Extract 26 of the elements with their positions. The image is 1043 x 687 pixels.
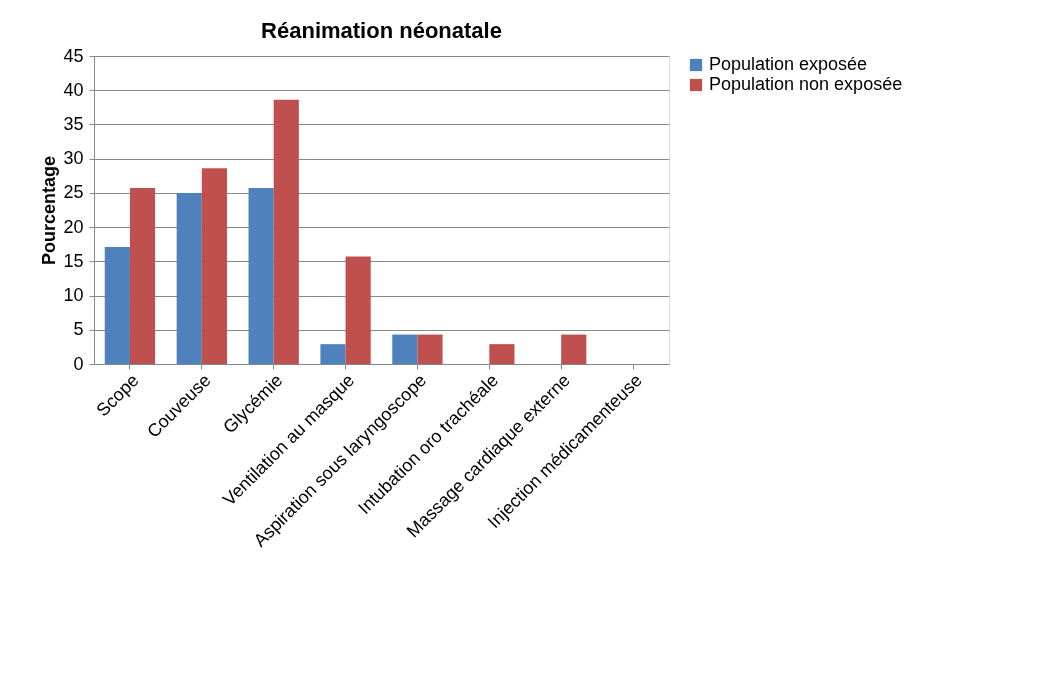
bar xyxy=(273,99,299,364)
bar xyxy=(489,344,515,364)
y-tick-label: 20 xyxy=(63,216,84,237)
y-tick-label: 45 xyxy=(63,45,84,66)
bar xyxy=(561,334,587,364)
legend-label: Population non exposée xyxy=(709,74,903,94)
bar xyxy=(248,188,274,364)
y-tick-label: 40 xyxy=(63,79,84,100)
bar xyxy=(129,188,156,364)
y-tick-label: 35 xyxy=(63,113,84,134)
y-tick-label: 30 xyxy=(63,148,84,169)
bar xyxy=(104,246,130,364)
chart-title: Réanimation néonatale xyxy=(261,18,502,43)
y-tick-label: 15 xyxy=(63,250,84,271)
y-tick-label: 10 xyxy=(63,285,84,306)
y-tick-label: 0 xyxy=(73,353,84,374)
y-axis-title: Pourcentage xyxy=(39,155,60,266)
bar xyxy=(345,256,371,364)
bar xyxy=(176,192,202,364)
y-tick-label: 5 xyxy=(73,319,84,340)
bar xyxy=(320,344,346,364)
bar xyxy=(392,334,418,364)
legend-label: Population exposée xyxy=(709,54,868,74)
bar xyxy=(417,334,443,364)
bar xyxy=(201,168,227,364)
y-tick-label: 25 xyxy=(63,182,84,203)
